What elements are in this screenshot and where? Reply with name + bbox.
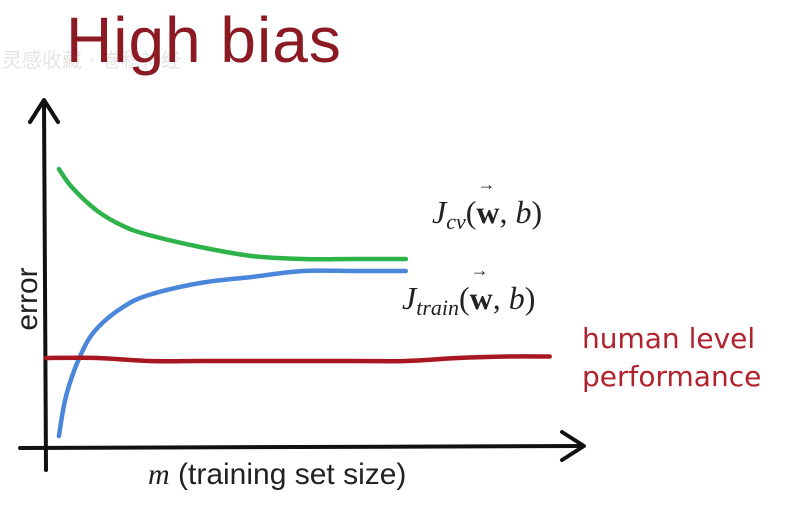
x-axis-label: m (training set size): [148, 458, 406, 492]
cv-label-j: J: [432, 194, 447, 230]
train-label-j: J: [402, 280, 417, 316]
human-level-label-line1: human level: [582, 322, 756, 355]
watermark: 灵感收藏 · 卷积神经: [2, 48, 182, 72]
human-level-label-line2: performance: [582, 360, 762, 393]
train-label-b: b: [508, 280, 525, 316]
cv-label-b: b: [515, 194, 532, 230]
train-series-label: Jtrain(w, b): [402, 280, 535, 321]
human-level-label: human level performance: [582, 320, 761, 396]
x-axis-label-text: (training set size): [169, 458, 407, 491]
y-axis-label: error: [11, 267, 44, 331]
train-label-sub: train: [416, 295, 459, 320]
y-axis-arrow: [28, 98, 60, 124]
chart-title: High bias: [66, 4, 342, 76]
cv-series-label: Jcv(w, b): [432, 194, 542, 235]
x-axis: [18, 444, 584, 450]
cv-label-sub: cv: [446, 209, 466, 234]
train-error-line: [56, 268, 409, 439]
cv-error-line: [56, 166, 409, 262]
human-level-line: [43, 354, 552, 364]
x-axis-label-m: m: [148, 458, 170, 491]
x-axis-arrow: [560, 430, 586, 462]
cv-label-w: w: [476, 194, 499, 230]
y-axis: [42, 100, 48, 472]
train-label-w: w: [470, 280, 493, 316]
